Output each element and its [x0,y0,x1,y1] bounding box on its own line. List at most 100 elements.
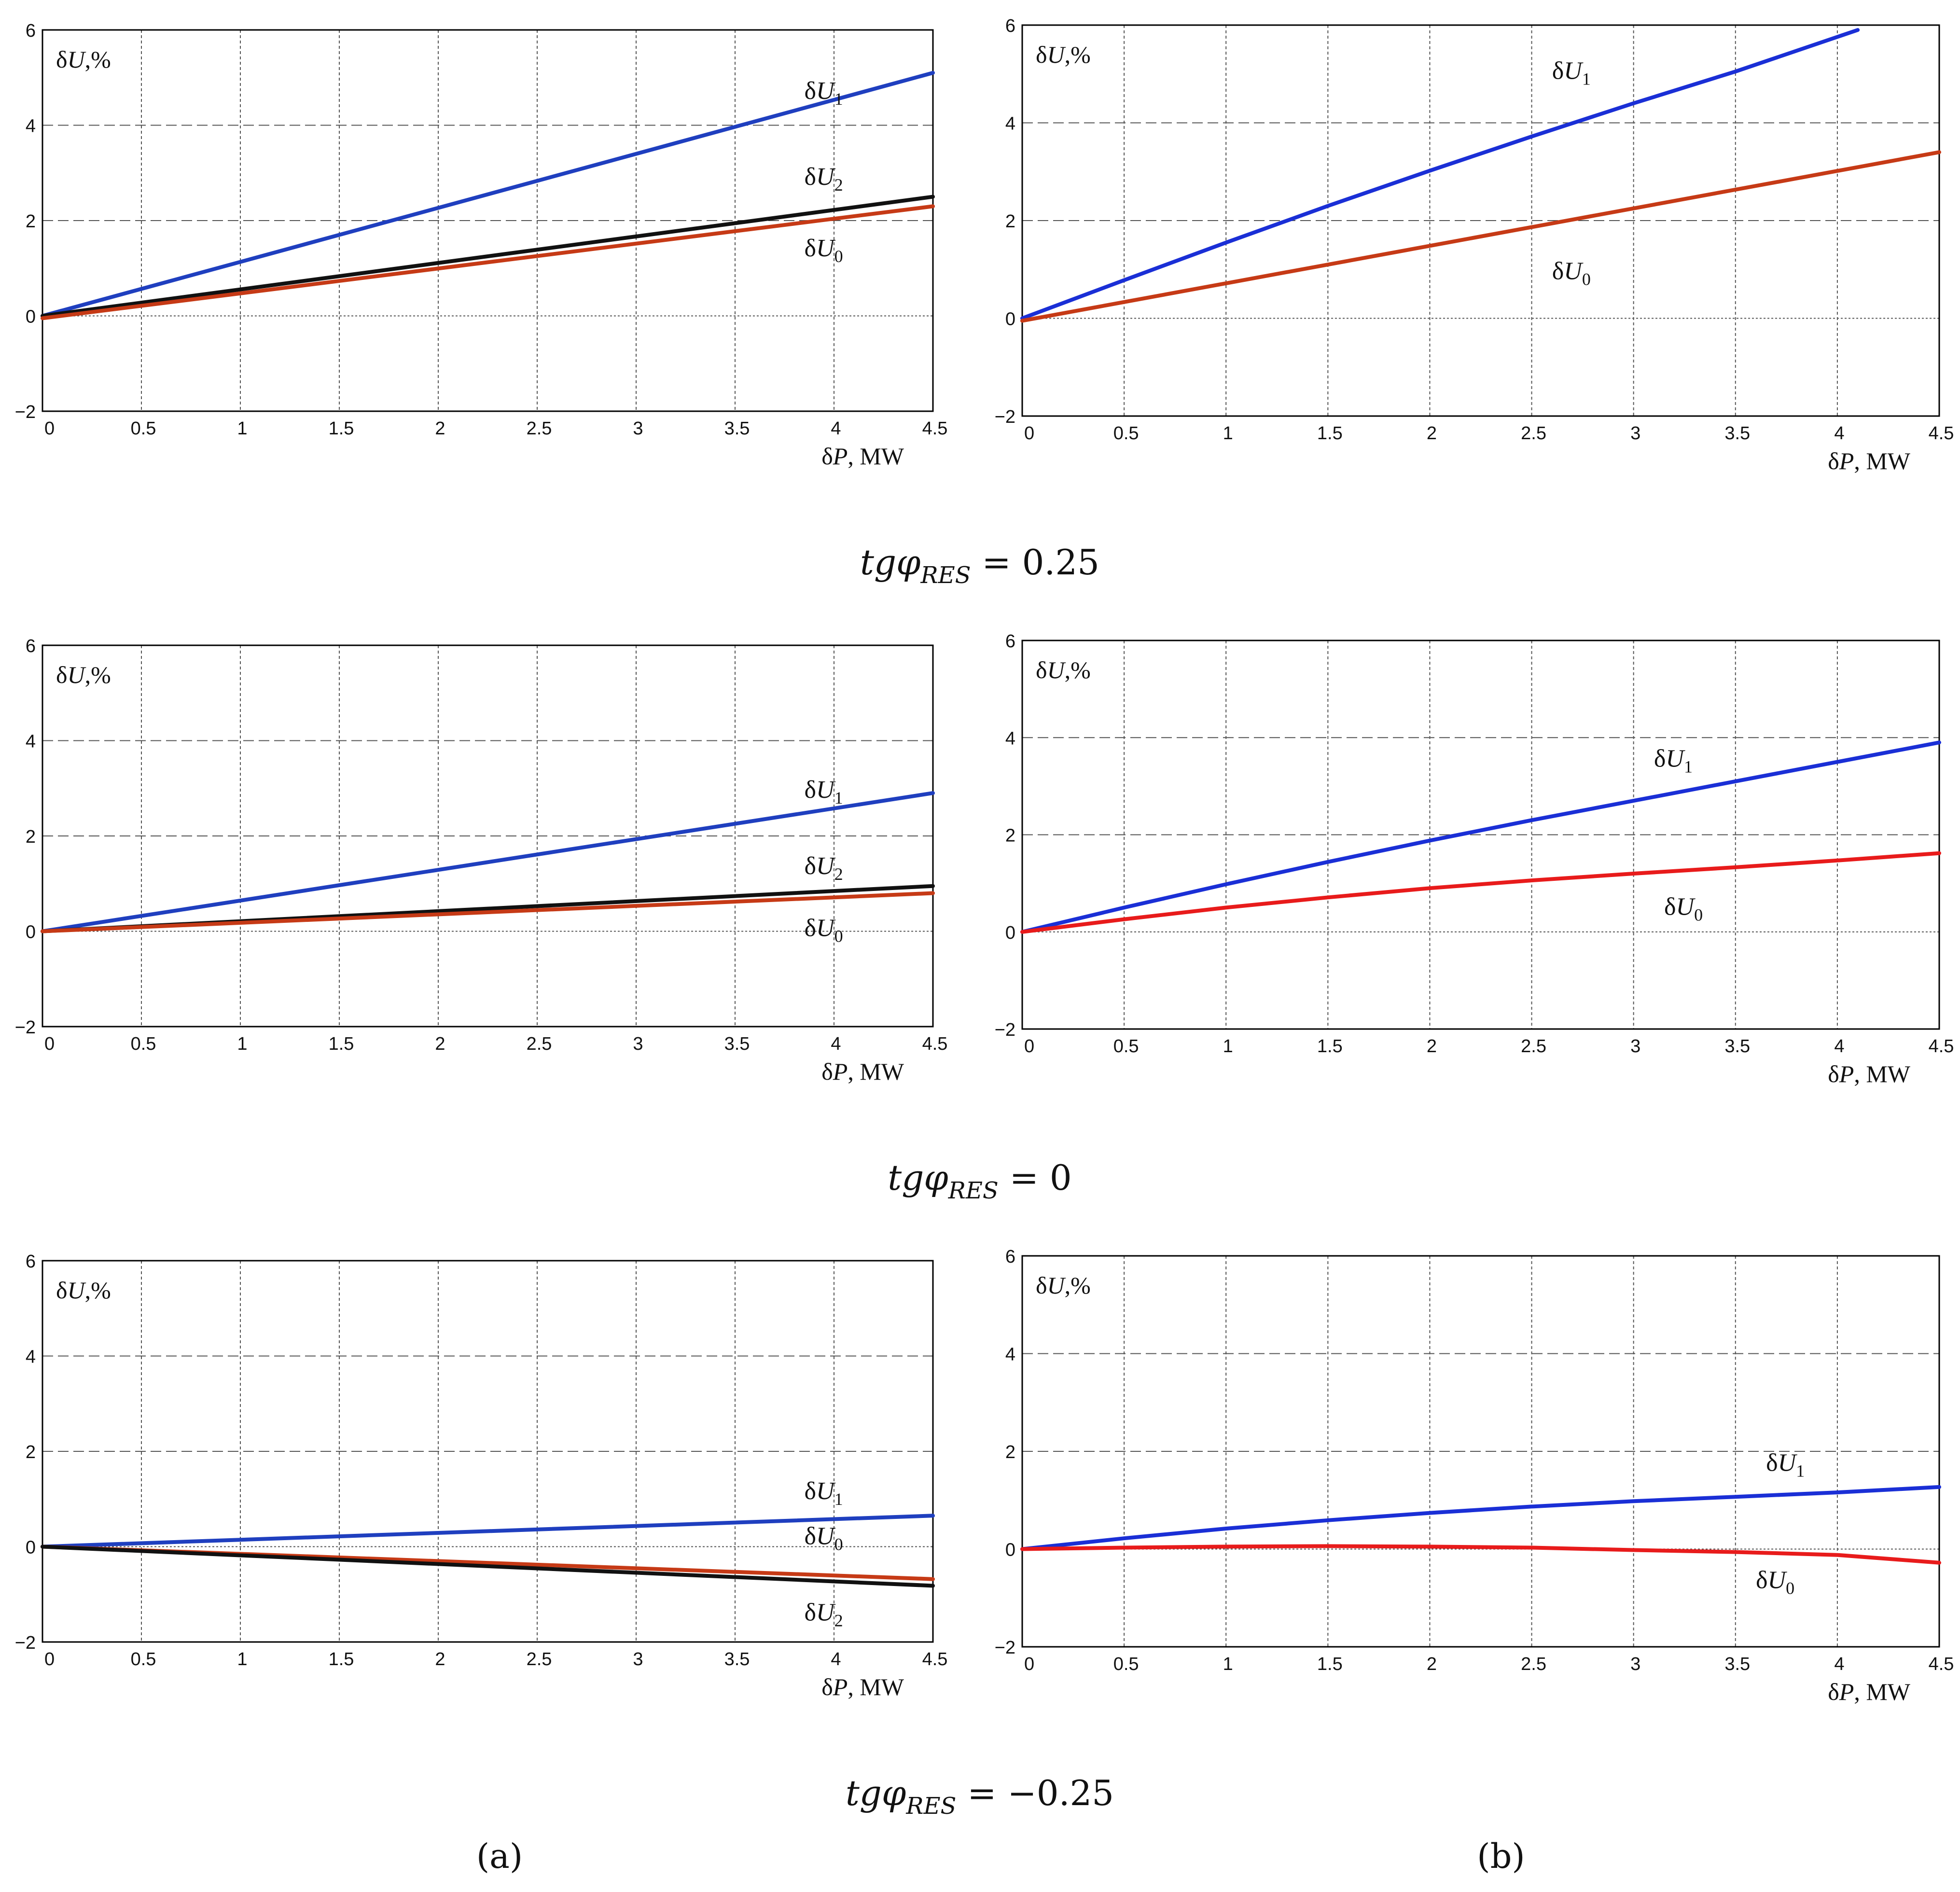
x-tick-label: 2 [1427,423,1437,444]
panel-label-a: (a) [476,1836,523,1876]
series-line-0 [41,204,935,320]
y-tick-label: 2 [1005,826,1015,846]
x-axis-label: δP, MW [1828,1060,1911,1087]
y-tick-label: −2 [995,1638,1015,1658]
x-tick-label: 4.5 [1929,1654,1954,1674]
x-tick-label: 4 [1834,1036,1844,1057]
plot-frame [1021,1255,1940,1648]
x-tick-label: 1 [1223,423,1233,444]
y-tick-label: 4 [1005,1345,1015,1365]
series-label-2: δU2 [805,163,843,195]
x-tick-label: 0.5 [131,1034,156,1054]
y-tick-label: −2 [995,1020,1015,1040]
plot-frame [42,1260,934,1643]
series-label-1: δU1 [1766,1449,1805,1481]
x-tick-label: 1.5 [1317,1036,1343,1057]
x-tick-label: 4 [1834,1654,1844,1674]
y-tick-label: 2 [1005,211,1015,232]
chart-row2-a: 0 0.5 1 1.5 2 2.5 3 3.5 4 4.5 −2 0 2 4 6 δU,% δP, MW δU1 δ… [15,636,948,1085]
series-line-1 [1020,740,1941,934]
x-tick-label: 1.5 [329,1649,354,1669]
y-tick-label: 2 [26,827,36,847]
y-tick-label: 2 [26,211,36,232]
y-tick-label: 4 [1005,114,1015,134]
series-label-2: δU2 [805,852,843,884]
x-tick-label: 3.5 [724,1034,750,1054]
x-tick-label: 1.5 [329,418,354,439]
x-tick-label: 3 [1630,1036,1640,1057]
x-tick-label: 2.5 [527,1649,552,1669]
x-tick-label: 2 [435,1649,445,1669]
y-tick-label: 2 [1005,1442,1015,1462]
series-line-1 [1020,28,1860,320]
y-axis-label: δU,% [1036,1272,1091,1299]
y-tick-label: 6 [1005,16,1015,36]
x-axis-label: δP, MW [821,443,904,470]
x-tick-label: 3.5 [1724,1654,1750,1674]
x-tick-label: 3.5 [724,1649,750,1669]
x-tick-label: 1 [1223,1036,1233,1057]
series-label-0: δU0 [805,235,843,266]
series-label-0: δU0 [805,914,843,946]
x-tick-label: 4.5 [922,1034,948,1054]
chart-row2-b: 0 0.5 1 1.5 2 2.5 3 3.5 4 4.5 −2 0 2 4 6 δU,% δP, MW δU1 δ… [995,631,1954,1087]
x-tick-label: 0 [44,418,55,439]
y-axis-label: δU,% [1036,41,1091,68]
chart-row1-a: 0 0.5 1 1.5 2 2.5 3 3.5 4 4.5 −2 0 2 4 6 δU,% δP, MW δU1 δ… [15,21,948,470]
plot-frame [1021,24,1940,417]
x-tick-label: 0 [1024,423,1034,444]
y-axis-label: δU,% [56,1277,111,1304]
y-tick-label: −2 [995,407,1015,427]
x-tick-label: 4 [831,1649,841,1669]
x-tick-label: 0.5 [1113,423,1139,444]
series-line-1 [1020,1485,1941,1551]
x-tick-label: 4.5 [922,418,948,439]
chart-row3-b: 0 0.5 1 1.5 2 2.5 3 3.5 4 4.5 −2 0 2 4 6 δU,% δP, MW δU1 δ… [995,1247,1954,1705]
y-tick-label: 2 [26,1442,36,1462]
y-tick-label: 0 [1005,1540,1015,1560]
chart-row1-b: 0 0.5 1 1.5 2 2.5 3 3.5 4 4.5 −2 0 2 4 6 δU,% δP, MW δU1 δ… [995,16,1954,474]
x-tick-label: 2 [435,418,445,439]
x-tick-label: 1.5 [1317,1654,1343,1674]
y-tick-label: 4 [1005,728,1015,749]
x-tick-label: 2.5 [527,418,552,439]
x-tick-label: 4 [831,418,841,439]
x-tick-label: 4 [1834,423,1844,444]
y-axis-label: δU,% [56,661,111,688]
x-tick-label: 0 [1024,1036,1034,1057]
caption-row-1: tgφRES = 0.25 [860,542,1099,589]
plot-frame [42,29,934,412]
x-tick-label: 1 [237,1649,247,1669]
x-tick-label: 2.5 [527,1034,552,1054]
x-tick-label: 2 [1427,1654,1437,1674]
x-tick-label: 4.5 [922,1649,948,1669]
y-axis-label: δU,% [56,46,111,73]
x-axis-label: δP, MW [821,1058,904,1085]
x-tick-label: 3.5 [1724,423,1750,444]
series-label-2: δU2 [805,1599,843,1630]
x-tick-label: 1 [237,1034,247,1054]
y-tick-label: 4 [26,1347,36,1367]
x-tick-label: 0.5 [1113,1654,1139,1674]
x-tick-label: 1.5 [329,1034,354,1054]
series-label-1: δU1 [1552,57,1591,88]
x-tick-label: 2.5 [1521,423,1546,444]
x-tick-label: 3 [633,418,643,439]
series-line-2 [41,195,935,318]
x-axis-label: δP, MW [1828,447,1911,474]
caption-row-3: tgφRES = −0.25 [846,1773,1114,1820]
x-tick-label: 0 [44,1034,55,1054]
y-tick-label: −2 [15,402,36,422]
x-tick-label: 2 [1427,1036,1437,1057]
chart-row3-a: 0 0.5 1 1.5 2 2.5 3 3.5 4 4.5 −2 0 2 4 6 δU,% δP, MW δU1 δ… [15,1252,948,1700]
x-tick-label: 0.5 [131,418,156,439]
series-line-0 [1020,851,1941,934]
x-tick-label: 3 [633,1649,643,1669]
panel-label-b: (b) [1477,1836,1525,1876]
x-tick-label: 3 [1630,1654,1640,1674]
x-axis-label: δP, MW [1828,1678,1911,1705]
series-label-1: δU1 [805,77,843,109]
x-tick-label: 2.5 [1521,1654,1546,1674]
plot-frame [1021,640,1940,1030]
x-tick-label: 0.5 [131,1649,156,1669]
